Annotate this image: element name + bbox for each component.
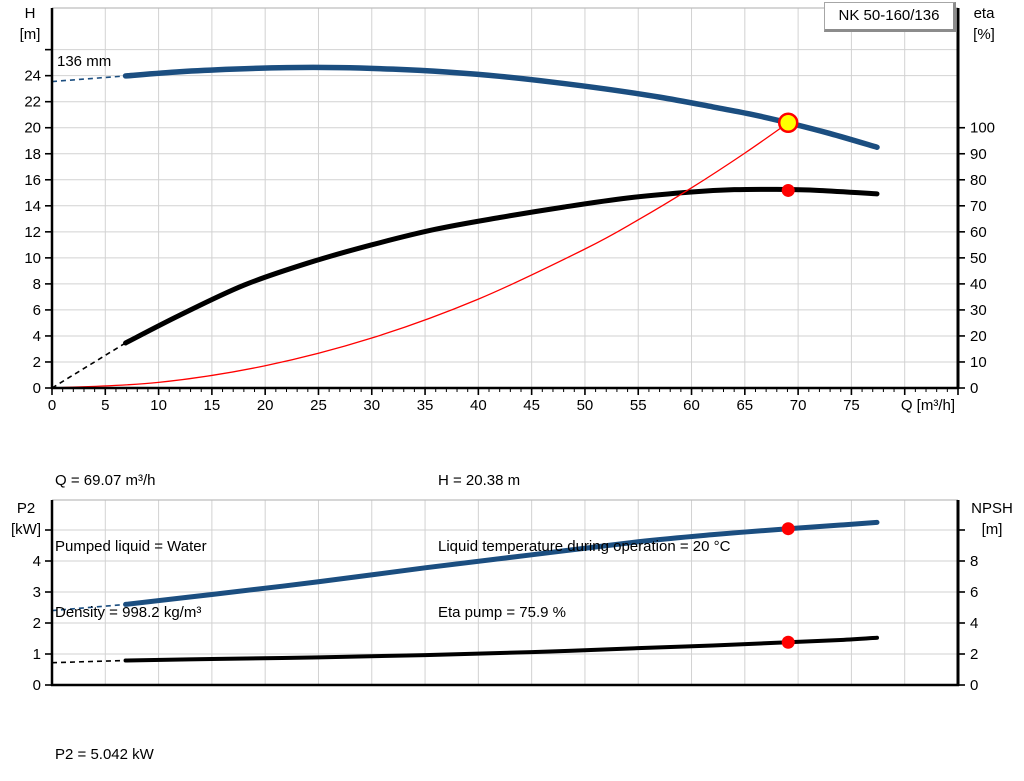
impeller-diameter-label: 136 mm (57, 53, 112, 70)
system-curve (51, 122, 789, 389)
tick-label-left: 10 (24, 250, 41, 267)
tick-label-left: 3 (33, 584, 41, 601)
tick-label-left: 4 (33, 328, 41, 345)
tick-label-left: 18 (24, 146, 41, 163)
tick-label-x: 50 (577, 397, 594, 414)
tick-label-x: 35 (417, 397, 434, 414)
p2-point (781, 522, 795, 536)
p2-npsh-chart: 0 1 2 3 4 0 2 4 6 8 (33, 499, 978, 694)
info-line: Liquid temperature during operation = 20… (438, 538, 731, 555)
tick-label-left: 16 (24, 172, 41, 189)
info-line: H = 20.38 m (438, 472, 521, 489)
power-info: P2 = 5.042 kW NPSH = 2.76 m Max power P2… (55, 700, 397, 781)
tick-label-right: 70 (970, 198, 987, 215)
tick-label-x: 5 (101, 397, 109, 414)
info-line: Pumped liquid = Water (55, 538, 207, 555)
hq-chart: 0246810121416182022240102030405060708090… (24, 7, 995, 414)
tick-label-left: 6 (33, 302, 41, 319)
info-line: Density = 998.2 kg/m³ (55, 604, 202, 621)
tick-label-left: 12 (24, 224, 41, 241)
efficiency-point (781, 183, 795, 197)
tick-label-left: 22 (24, 94, 41, 111)
npsh-curve (123, 635, 879, 663)
info-line: Eta pump = 75.9 % (438, 604, 566, 621)
tick-label-right: 30 (970, 302, 987, 319)
tick-label-right: 100 (970, 120, 995, 137)
info-line: P2 = 5.042 kW (55, 746, 154, 763)
info-line: Q = 69.07 m³/h (55, 472, 156, 489)
efficiency-curve (123, 186, 880, 346)
tick-label-right: 90 (970, 146, 987, 163)
tick-label-x: 40 (470, 397, 487, 414)
eta-axis-title: eta [%] (973, 5, 995, 43)
tick-label-left: 2 (33, 354, 41, 371)
head-curve-dashed (51, 75, 126, 83)
tick-label-x: 20 (257, 397, 274, 414)
tick-label-left: 4 (33, 553, 41, 570)
tick-label-right: 10 (970, 354, 987, 371)
npsh-point (781, 635, 795, 649)
tick-label-right: 20 (970, 328, 987, 345)
tick-label-x: 25 (310, 397, 327, 414)
duty-point (777, 112, 799, 134)
tick-label-x: 55 (630, 397, 647, 414)
tick-label-x: 10 (150, 397, 167, 414)
tick-label-left: 8 (33, 276, 41, 293)
tick-label-x: 60 (683, 397, 700, 414)
pump-type-box: NK 50-160/136 (824, 2, 956, 32)
tick-label-x: 0 (48, 397, 56, 414)
x-axis-unit-label: Q [m³/h] (901, 397, 955, 414)
tick-label-right: 80 (970, 172, 987, 189)
tick-label-x: 65 (736, 397, 753, 414)
tick-label-x: 75 (843, 397, 860, 414)
tick-label-left: 0 (33, 677, 41, 694)
npsh-curve-dashed (51, 659, 126, 664)
efficiency-curve-dashed (51, 342, 126, 389)
tick-label-right: 6 (970, 584, 978, 601)
h-axis-title: H [m] (19, 5, 41, 43)
tick-label-right: 2 (970, 646, 978, 663)
tick-label-left: 2 (33, 615, 41, 632)
tick-label-x: 30 (363, 397, 380, 414)
p2-curve-dashed (51, 603, 126, 612)
tick-label-right: 50 (970, 250, 987, 267)
head-curve (122, 64, 880, 150)
npsh-axis-title: NPSH [m] (971, 500, 1013, 538)
tick-label-right: 4 (970, 615, 978, 632)
p2-curve (123, 519, 880, 607)
tick-label-x: 70 (790, 397, 807, 414)
tick-label-x: 15 (204, 397, 221, 414)
tick-label-left: 24 (24, 68, 41, 85)
tick-label-right: 40 (970, 276, 987, 293)
tick-label-right: 60 (970, 224, 987, 241)
tick-label-left: 0 (33, 380, 41, 397)
duty-info-left: Q = 69.07 m³/h Pumped liquid = Water Den… (55, 426, 207, 668)
tick-label-x: 45 (523, 397, 540, 414)
duty-info-right: H = 20.38 m Liquid temperature during op… (438, 426, 730, 668)
tick-label-left: 1 (33, 646, 41, 663)
tick-label-left: 20 (24, 120, 41, 137)
tick-label-right: 0 (970, 677, 978, 694)
tick-label-right: 0 (970, 380, 978, 397)
p2-axis-title: P2 [kW] (11, 500, 41, 538)
tick-label-left: 14 (24, 198, 41, 215)
tick-label-right: 8 (970, 553, 978, 570)
